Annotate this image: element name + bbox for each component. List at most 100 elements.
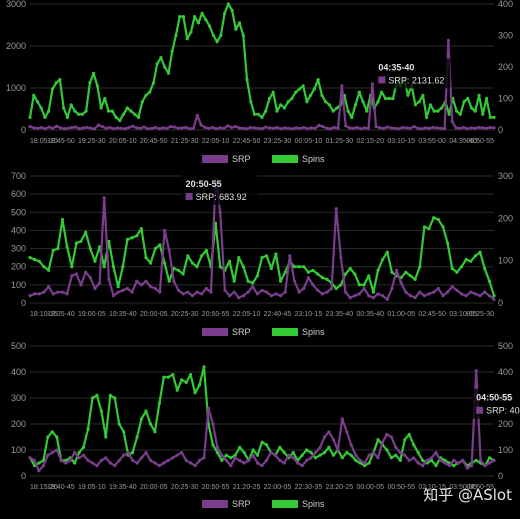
data-point-spins[interactable]: [139, 417, 144, 421]
data-point-srp[interactable]: [340, 84, 344, 88]
data-point-spins[interactable]: [107, 239, 111, 243]
data-point-spins[interactable]: [99, 409, 103, 413]
data-point-srp[interactable]: [121, 288, 125, 292]
data-point-srp[interactable]: [354, 453, 358, 457]
data-point-spins[interactable]: [174, 33, 178, 38]
data-point-srp[interactable]: [408, 126, 412, 130]
data-point-srp[interactable]: [195, 290, 199, 294]
data-point-spins[interactable]: [371, 290, 375, 294]
data-point-spins[interactable]: [77, 451, 81, 455]
data-point-spins[interactable]: [469, 259, 473, 263]
data-point-spins[interactable]: [95, 393, 99, 397]
data-point-srp[interactable]: [226, 124, 230, 128]
data-point-spins[interactable]: [32, 93, 36, 97]
data-point-spins[interactable]: [230, 8, 234, 12]
data-point-spins[interactable]: [376, 100, 380, 104]
data-point-srp[interactable]: [340, 417, 344, 421]
data-point-spins[interactable]: [84, 230, 88, 234]
data-point-spins[interactable]: [148, 90, 152, 94]
data-point-srp[interactable]: [421, 464, 425, 468]
data-point-srp[interactable]: [378, 126, 382, 130]
data-point-srp[interactable]: [74, 272, 78, 276]
data-point-srp[interactable]: [464, 294, 468, 298]
data-point-spins[interactable]: [316, 78, 320, 82]
data-point-srp[interactable]: [28, 125, 32, 129]
data-point-srp[interactable]: [408, 294, 413, 298]
data-point-spins[interactable]: [162, 375, 166, 379]
data-point-spins[interactable]: [367, 274, 371, 278]
data-point-spins[interactable]: [441, 225, 445, 229]
data-point-spins[interactable]: [436, 109, 440, 113]
data-point-spins[interactable]: [133, 112, 137, 116]
data-point-srp[interactable]: [390, 286, 394, 291]
data-point-srp[interactable]: [93, 286, 97, 291]
data-point-srp[interactable]: [161, 126, 165, 130]
data-point-srp[interactable]: [58, 126, 63, 130]
data-point-spins[interactable]: [309, 93, 313, 97]
data-point-srp[interactable]: [370, 82, 374, 86]
data-point-srp[interactable]: [269, 294, 273, 298]
data-point-spins[interactable]: [412, 443, 416, 447]
data-point-srp[interactable]: [336, 126, 340, 130]
data-point-srp[interactable]: [180, 126, 184, 130]
data-point-srp[interactable]: [233, 125, 237, 129]
data-point-srp[interactable]: [300, 464, 304, 468]
data-point-spins[interactable]: [274, 252, 278, 256]
data-point-srp[interactable]: [306, 127, 310, 131]
data-point-srp[interactable]: [439, 126, 443, 130]
data-point-srp[interactable]: [169, 125, 173, 129]
data-point-srp[interactable]: [418, 290, 422, 294]
data-point-srp[interactable]: [397, 127, 401, 131]
data-point-spins[interactable]: [107, 109, 111, 113]
data-point-srp[interactable]: [385, 297, 389, 301]
data-point-srp[interactable]: [99, 458, 103, 462]
data-point-srp[interactable]: [469, 126, 473, 130]
data-point-spins[interactable]: [118, 118, 122, 123]
data-point-spins[interactable]: [234, 27, 238, 31]
data-point-spins[interactable]: [103, 96, 107, 101]
data-point-spins[interactable]: [367, 461, 371, 465]
data-point-srp[interactable]: [153, 461, 157, 465]
data-point-spins[interactable]: [429, 458, 434, 462]
data-point-spins[interactable]: [121, 112, 126, 116]
data-point-srp[interactable]: [211, 125, 215, 130]
data-point-srp[interactable]: [56, 290, 60, 294]
legend-label-srp[interactable]: SRP: [232, 154, 251, 164]
data-point-srp[interactable]: [459, 292, 464, 296]
data-point-spins[interactable]: [99, 106, 103, 110]
data-point-spins[interactable]: [325, 277, 329, 281]
data-point-spins[interactable]: [363, 464, 367, 468]
data-point-srp[interactable]: [363, 126, 367, 130]
data-point-spins[interactable]: [64, 458, 68, 462]
data-point-srp[interactable]: [283, 126, 287, 130]
data-point-srp[interactable]: [157, 464, 161, 468]
data-point-srp[interactable]: [70, 125, 74, 130]
data-point-spins[interactable]: [421, 458, 425, 462]
data-point-spins[interactable]: [204, 18, 208, 22]
data-point-srp[interactable]: [172, 279, 176, 283]
data-point-srp[interactable]: [46, 453, 50, 457]
data-point-srp[interactable]: [446, 38, 450, 43]
data-point-spins[interactable]: [474, 458, 478, 462]
data-point-spins[interactable]: [425, 115, 429, 119]
data-point-spins[interactable]: [279, 103, 283, 107]
data-point-spins[interactable]: [265, 254, 269, 258]
data-point-spins[interactable]: [473, 109, 477, 113]
data-point-spins[interactable]: [297, 87, 301, 91]
data-point-spins[interactable]: [394, 453, 398, 457]
data-point-spins[interactable]: [46, 435, 50, 439]
data-point-srp[interactable]: [279, 127, 283, 131]
data-point-spins[interactable]: [413, 103, 417, 107]
data-point-srp[interactable]: [176, 126, 180, 130]
data-point-spins[interactable]: [39, 106, 43, 110]
data-point-spins[interactable]: [242, 451, 246, 455]
data-point-spins[interactable]: [455, 109, 459, 113]
data-point-srp[interactable]: [422, 294, 426, 298]
data-point-spins[interactable]: [469, 106, 474, 110]
data-point-srp[interactable]: [144, 451, 148, 455]
data-point-srp[interactable]: [438, 458, 443, 462]
data-point-spins[interactable]: [327, 103, 331, 107]
data-point-spins[interactable]: [251, 448, 255, 452]
data-point-srp[interactable]: [193, 464, 197, 468]
data-point-spins[interactable]: [110, 109, 114, 113]
